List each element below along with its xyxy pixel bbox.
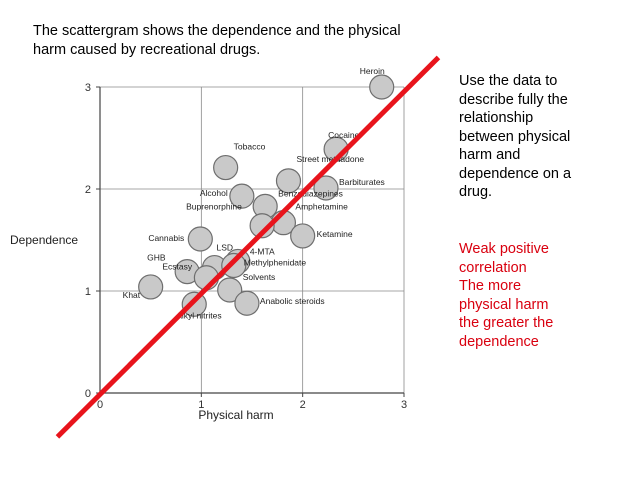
data-point-label: Barbiturates [339, 177, 385, 187]
data-point [275, 168, 302, 194]
answer-line: physical harm [459, 296, 549, 313]
x-tick-label: 2 [300, 399, 306, 411]
data-point [138, 274, 164, 300]
x-tick-label: 0 [97, 399, 103, 411]
data-point-label: 4-MTA [250, 246, 275, 256]
data-point-label: Khat [123, 290, 141, 300]
x-axis-title: Physical harm [198, 408, 273, 422]
question-line: relationship [459, 110, 534, 126]
data-point [249, 213, 275, 239]
data-point-label: Benzodiazepines [278, 188, 343, 198]
data-point-label: GHB [147, 253, 166, 263]
data-point-label: Cocaine [328, 130, 359, 140]
answer-line: Weak positive [459, 241, 549, 257]
data-point-label: Heroin [360, 66, 385, 76]
chart-axes [99, 87, 404, 394]
data-point [213, 154, 239, 181]
question-text: Use the data to describe fully the relat… [459, 72, 609, 202]
y-tick-label: 0 [85, 388, 91, 400]
data-point-label: Street methadone [296, 154, 364, 164]
data-point-label: Cannabis [148, 233, 184, 243]
data-point-label: Ecstasy [162, 262, 193, 272]
x-tick-label: 1 [198, 399, 204, 411]
chart-points [138, 74, 395, 317]
data-point [229, 183, 255, 209]
data-point-label: Anabolic steroids [260, 296, 325, 306]
y-tick-label: 2 [85, 184, 91, 196]
answer-text: Weak positive correlation The more physi… [459, 240, 609, 351]
chart-point-labels: Heroin Cocaine Tobacco Street methadone Barb… [123, 66, 385, 320]
y-tick-label: 3 [85, 82, 91, 94]
data-point [187, 226, 213, 252]
data-point-label: Amphetamine [295, 202, 348, 212]
data-point [369, 74, 395, 100]
question-line: Use the data to [459, 73, 558, 89]
y-axis-title: Dependence [10, 233, 78, 247]
question-line: describe fully the [459, 91, 568, 108]
answer-line: correlation [459, 259, 527, 276]
x-tick-label: 3 [401, 399, 407, 411]
trend-line-group [55, 55, 441, 439]
data-point-label: Buprenorphine [186, 202, 242, 212]
data-point-label: LSD [217, 243, 234, 253]
data-point [313, 175, 339, 201]
data-point [221, 252, 247, 279]
data-point [234, 290, 260, 316]
data-point [290, 223, 316, 249]
data-point-label: Alkyl nitrites [176, 310, 221, 320]
data-point-label: Tobacco [234, 142, 266, 152]
intro-line: harm caused by recreational drugs. [33, 42, 261, 58]
data-point [217, 277, 243, 303]
data-point [181, 291, 207, 317]
question-line: between physical [459, 128, 571, 145]
intro-text: The scattergram shows the dependence and… [33, 22, 453, 60]
intro-line: The scattergram shows the dependence and… [33, 23, 401, 39]
data-point-label: Alcohol [200, 188, 228, 198]
y-tick-label: 1 [85, 286, 91, 298]
answer-line: The more [459, 278, 522, 294]
question-line: drug. [459, 184, 493, 200]
chart-ticks: 0 1 2 3 0 1 2 3 [85, 82, 407, 411]
question-line: harm and [459, 147, 521, 163]
question-line: dependence on a [459, 165, 572, 182]
data-point-label: Solvents [243, 272, 276, 282]
trend-line [55, 55, 441, 439]
data-point-label: Methylphenidate [244, 258, 307, 268]
answer-line: the greater the [459, 315, 554, 331]
answer-line: dependence [459, 333, 539, 350]
data-point-label: Ketamine [317, 229, 353, 239]
